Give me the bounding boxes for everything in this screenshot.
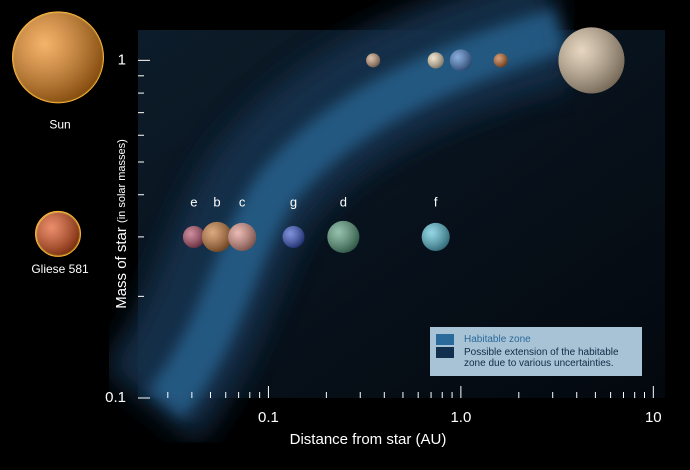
planet-label: g xyxy=(290,194,297,209)
legend-swatch xyxy=(436,334,454,345)
legend-entry: Habitable zone xyxy=(436,334,636,345)
planet-shade xyxy=(449,49,472,72)
legend: Habitable zone Possible extension of the … xyxy=(430,327,642,376)
x-axis-label: Distance from star (AU) xyxy=(290,431,447,448)
planet-shade xyxy=(327,220,360,253)
x-tick-label: 0.1 xyxy=(258,409,279,426)
star-label: Gliese 581 xyxy=(31,262,89,276)
planet-shade xyxy=(366,53,381,68)
planet-label: b xyxy=(213,194,220,209)
y-tick-label: 1 xyxy=(118,51,126,68)
legend-label: Habitable zone xyxy=(464,334,531,345)
star-shade xyxy=(13,12,103,103)
y-axis-label: Mass of star (in solar masses) xyxy=(113,139,130,309)
planet-shade xyxy=(493,53,508,68)
planet-label: d xyxy=(340,194,347,209)
legend-entry: Possible extension of the habitable zone… xyxy=(436,347,636,369)
star-label: Sun xyxy=(49,118,70,132)
legend-label: Possible extension of the habitable zone… xyxy=(464,347,619,369)
planet-label: f xyxy=(434,194,438,209)
planet-shade xyxy=(182,225,205,248)
planet-shade xyxy=(421,222,450,251)
planet-label: c xyxy=(239,194,246,209)
planet-shade xyxy=(558,27,625,94)
planet-shade xyxy=(427,52,444,69)
planet-shade xyxy=(228,222,257,251)
planet-shade xyxy=(282,225,305,248)
planet-shade xyxy=(201,221,232,252)
x-tick-label: 10 xyxy=(645,409,662,426)
star-shade xyxy=(36,211,80,256)
x-tick-label: 1.0 xyxy=(450,409,471,426)
y-tick-label: 0.1 xyxy=(105,389,126,406)
legend-swatch xyxy=(436,347,454,358)
planet-label: e xyxy=(190,194,197,209)
